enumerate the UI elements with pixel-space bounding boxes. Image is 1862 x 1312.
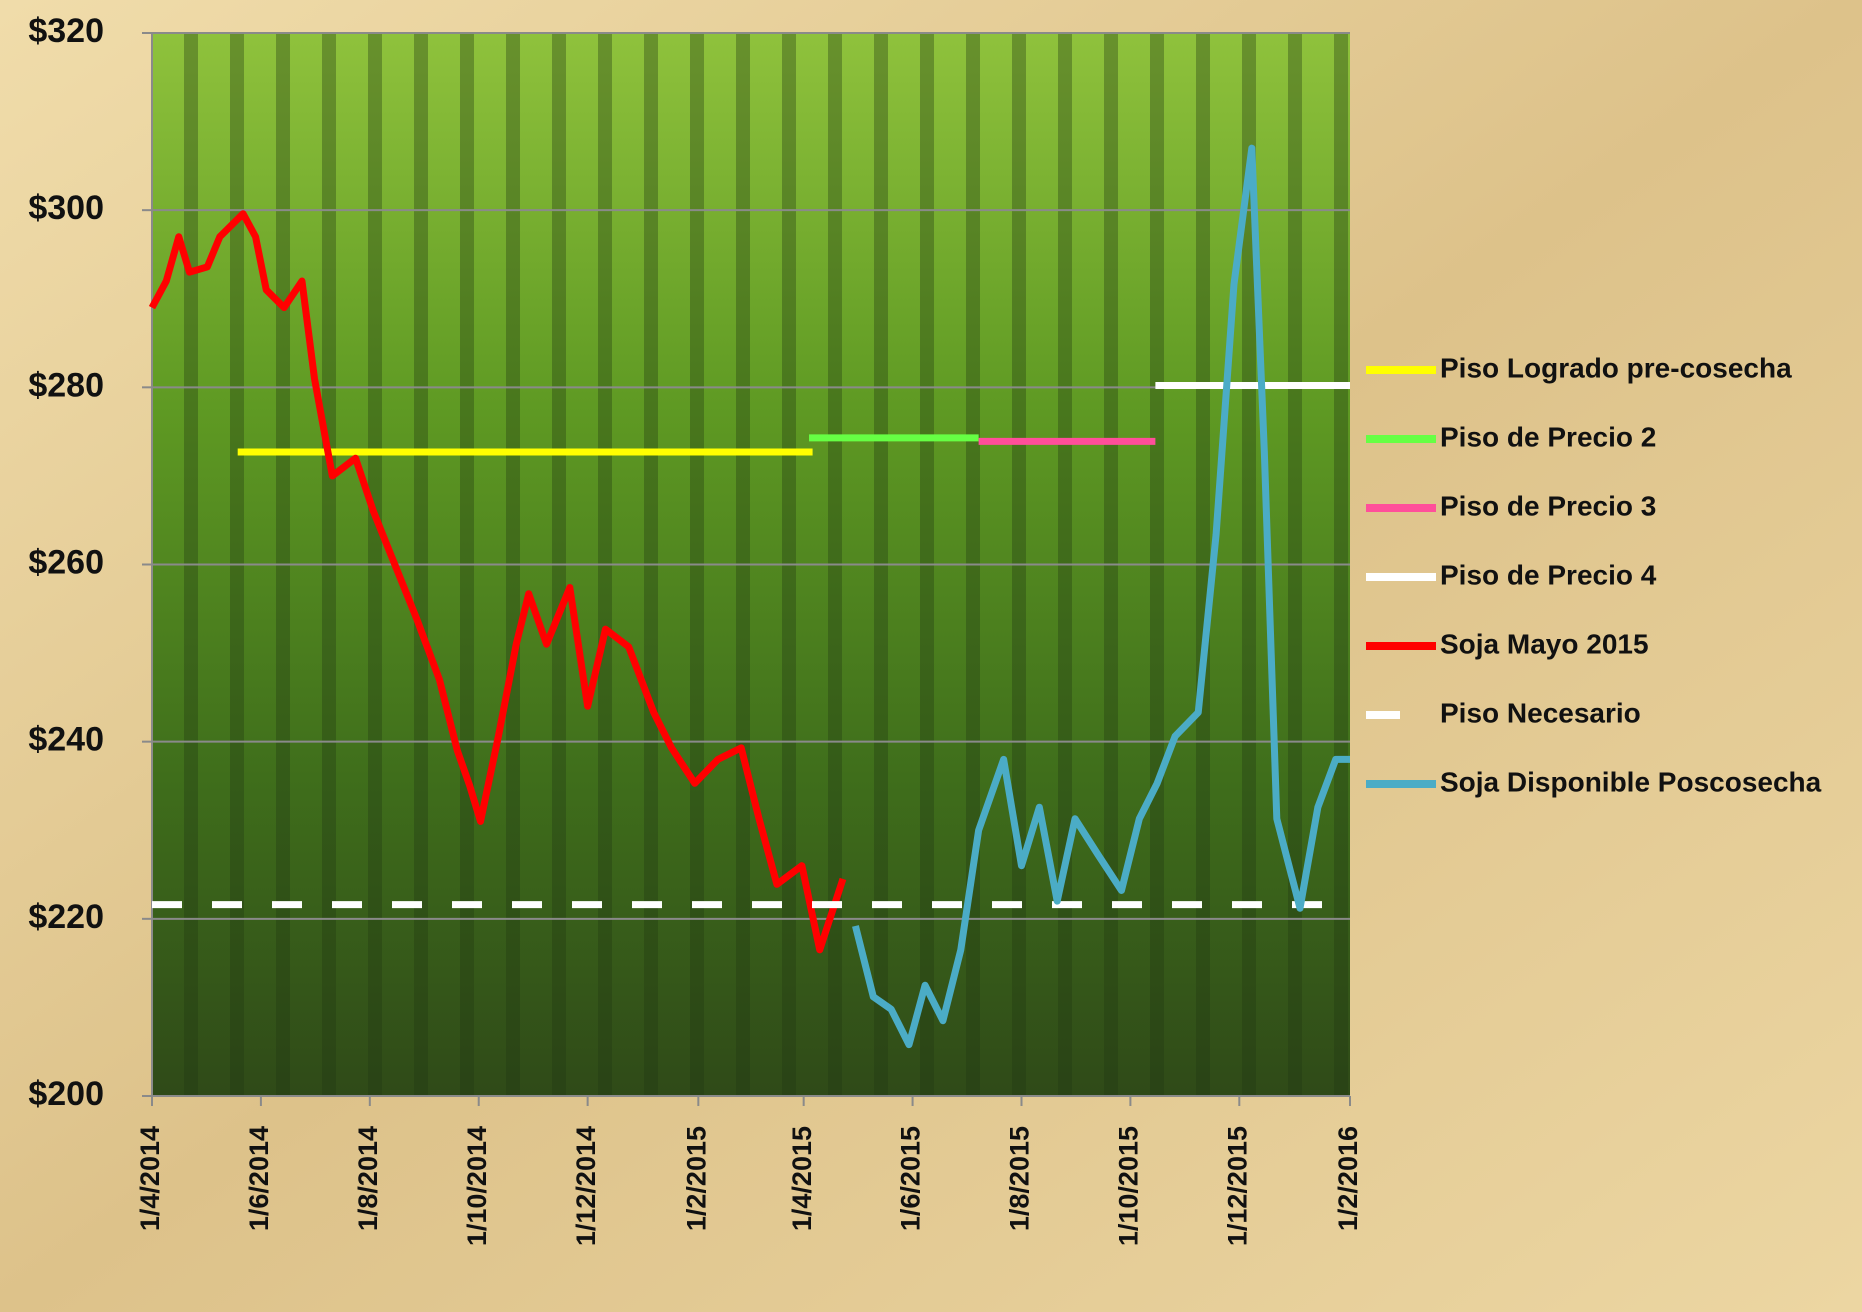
x-tick-label: 1/12/2014 [571, 1126, 601, 1246]
x-tick-label: 1/2/2016 [1333, 1126, 1363, 1231]
legend-label: Piso Logrado pre-cosecha [1440, 352, 1792, 383]
legend-label: Piso Necesario [1440, 697, 1641, 728]
y-tick-label: $260 [28, 543, 104, 581]
y-tick-label: $320 [28, 12, 104, 50]
legend-label: Soja Disponible Poscosecha [1440, 766, 1822, 797]
y-tick-label: $240 [28, 721, 104, 759]
y-tick-label: $280 [28, 366, 104, 404]
legend-label: Piso de Precio 2 [1440, 421, 1656, 452]
series-line [148, 210, 847, 954]
x-tick-label: 1/6/2014 [244, 1126, 274, 1231]
series-line [852, 144, 1350, 1049]
y-tick-label: $300 [28, 189, 104, 227]
x-tick-label: 1/8/2014 [353, 1126, 383, 1231]
legend-label: Piso de Precio 3 [1440, 490, 1656, 521]
y-tick-label: $200 [28, 1075, 104, 1113]
x-tick-label: 1/12/2015 [1222, 1126, 1252, 1246]
x-tick-label: 1/4/2014 [135, 1126, 165, 1231]
x-tick-label: 1/4/2015 [787, 1126, 817, 1231]
x-tick-label: 1/8/2015 [1005, 1126, 1035, 1231]
x-tick-label: 1/6/2015 [896, 1126, 926, 1231]
legend-label: Soja Mayo 2015 [1440, 628, 1649, 659]
y-tick-label: $220 [28, 898, 104, 936]
legend-label: Piso de Precio 4 [1440, 559, 1657, 590]
x-tick-label: 1/10/2015 [1114, 1126, 1144, 1246]
x-tick-label: 1/2/2015 [681, 1126, 711, 1231]
x-tick-label: 1/10/2014 [462, 1126, 492, 1246]
